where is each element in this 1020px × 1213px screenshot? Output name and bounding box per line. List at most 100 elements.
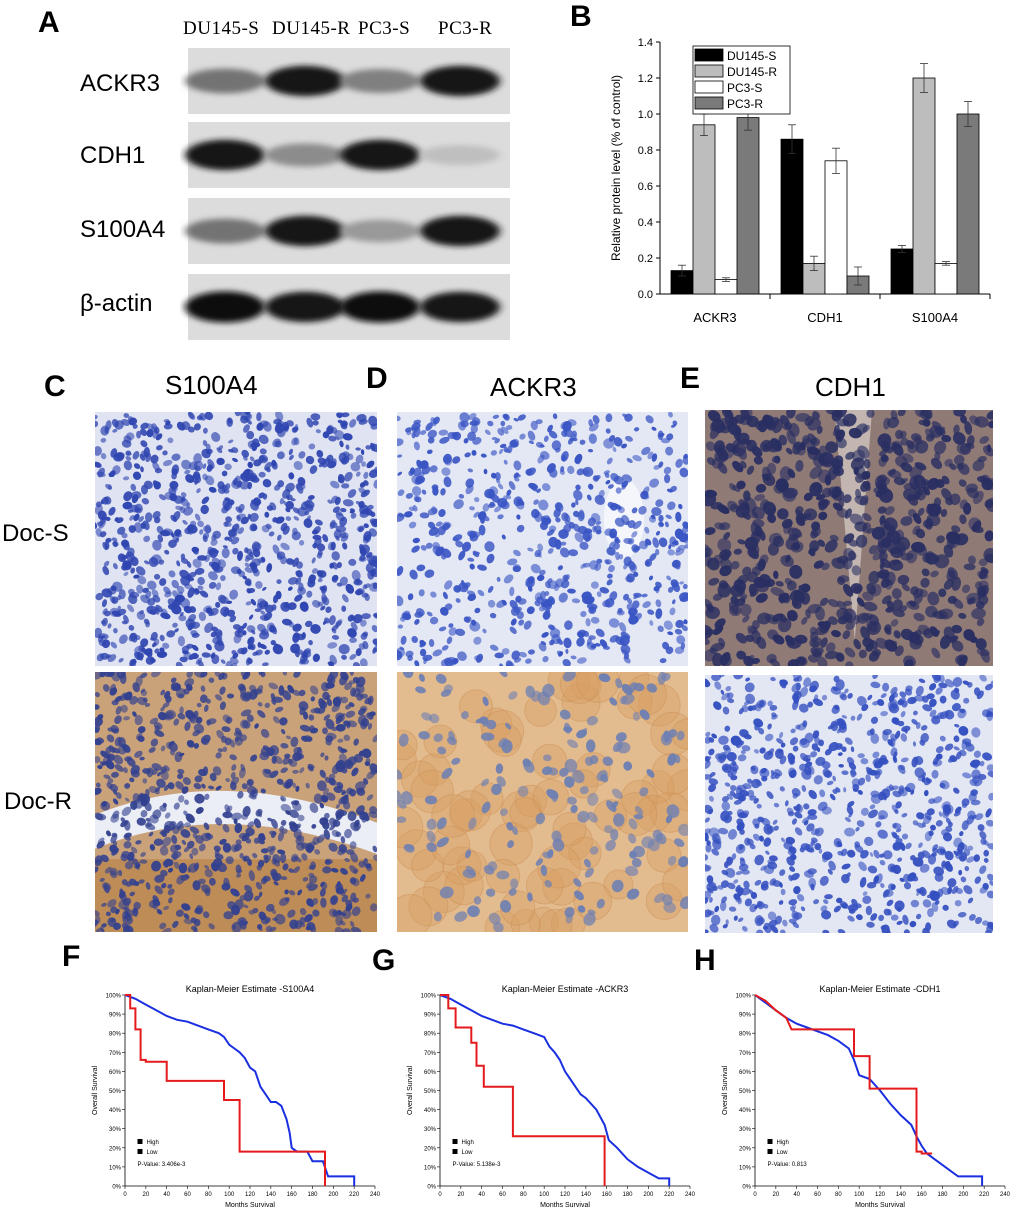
cell-nucleus: [244, 884, 253, 893]
cell-nucleus: [306, 882, 313, 889]
legend-marker: [137, 1138, 143, 1144]
cell-nucleus: [260, 747, 270, 758]
cell-nucleus: [515, 595, 522, 603]
cell-nucleus: [910, 789, 915, 795]
cell-nucleus: [561, 454, 566, 462]
cell-nucleus: [619, 622, 627, 633]
cell-nucleus: [965, 483, 978, 493]
cell-nucleus: [668, 544, 672, 550]
cell-nucleus: [825, 642, 836, 654]
cell-nucleus: [310, 727, 319, 734]
cell-nucleus: [621, 480, 629, 488]
cell-nucleus: [280, 852, 287, 864]
cell-nucleus: [972, 459, 985, 472]
cell-nucleus: [939, 848, 946, 854]
cell-nucleus: [164, 812, 171, 819]
cell-nucleus: [312, 420, 319, 426]
cell-nucleus: [598, 673, 611, 683]
cell-nucleus: [767, 543, 779, 556]
cell-nucleus: [464, 452, 471, 458]
cell-nucleus: [135, 566, 146, 576]
cell-nucleus: [865, 905, 873, 916]
cell-nucleus: [164, 549, 170, 555]
cell-nucleus: [907, 493, 919, 506]
cell-nucleus: [589, 846, 599, 855]
cell-nucleus: [486, 719, 497, 730]
cell-nucleus: [855, 826, 860, 832]
cell-nucleus: [986, 923, 993, 932]
cell-nucleus: [212, 636, 223, 644]
cell-nucleus: [226, 693, 235, 699]
cell-nucleus: [575, 499, 579, 506]
cell-nucleus: [308, 443, 316, 450]
cell-nucleus: [95, 691, 100, 698]
cell-nucleus: [602, 756, 613, 766]
cell-nucleus: [311, 568, 318, 574]
cell-nucleus: [369, 763, 377, 774]
cell-nucleus: [344, 858, 350, 862]
cell-nucleus: [269, 502, 277, 511]
cell-nucleus: [851, 565, 861, 576]
cell-nucleus: [184, 583, 193, 590]
cell-nucleus: [849, 513, 864, 526]
cell-nucleus: [197, 576, 205, 586]
stained-cytoplasm: [666, 769, 688, 812]
cell-nucleus: [803, 803, 810, 810]
cell-nucleus: [482, 515, 490, 522]
cell-nucleus: [986, 764, 993, 771]
cell-nucleus: [299, 724, 311, 732]
cell-nucleus: [123, 841, 132, 849]
cell-nucleus: [197, 555, 208, 561]
x-tick-label: 140: [581, 1192, 592, 1198]
cell-nucleus: [168, 539, 177, 548]
cell-nucleus: [862, 522, 871, 533]
cell-nucleus: [863, 458, 871, 469]
cell-nucleus: [705, 441, 716, 452]
y-tick-label: 30%: [424, 1127, 437, 1133]
cell-nucleus: [105, 516, 111, 522]
cell-nucleus: [331, 627, 337, 634]
cell-nucleus: [135, 732, 143, 740]
cell-nucleus: [538, 605, 547, 612]
cell-nucleus: [806, 847, 815, 853]
cell-nucleus: [953, 787, 960, 794]
cell-nucleus: [345, 710, 356, 718]
cell-nucleus: [567, 465, 575, 475]
cell-nucleus: [328, 435, 337, 442]
cell-nucleus: [863, 601, 878, 612]
cell-nucleus: [305, 782, 310, 789]
cell-nucleus: [493, 921, 504, 932]
cell-nucleus: [332, 910, 338, 917]
cell-nucleus: [196, 488, 201, 494]
cell-nucleus: [705, 774, 712, 780]
cell-nucleus: [358, 750, 366, 757]
cell-nucleus: [506, 821, 514, 831]
cell-nucleus: [595, 521, 602, 525]
cell-nucleus: [820, 905, 828, 912]
cell-nucleus: [271, 755, 277, 764]
cell-nucleus: [206, 698, 211, 704]
cell-nucleus: [890, 747, 898, 757]
cell-nucleus: [277, 534, 282, 541]
cell-nucleus: [112, 465, 121, 475]
cell-nucleus: [151, 672, 161, 678]
cell-nucleus: [924, 551, 937, 565]
cell-nucleus: [872, 700, 880, 706]
cell-nucleus: [837, 928, 846, 933]
cell-nucleus: [298, 689, 306, 697]
cell-nucleus: [787, 752, 794, 761]
cell-nucleus: [229, 615, 237, 623]
cell-nucleus: [658, 432, 665, 437]
cell-nucleus: [769, 704, 778, 711]
cell-nucleus: [867, 694, 873, 701]
panel-letter-a: A: [38, 6, 60, 39]
cell-nucleus: [884, 627, 892, 635]
cell-nucleus: [345, 704, 352, 710]
cell-nucleus: [799, 763, 807, 771]
cell-nucleus: [411, 475, 422, 485]
cell-nucleus: [154, 573, 161, 580]
cell-nucleus: [204, 865, 210, 869]
cell-nucleus: [942, 904, 949, 911]
cell-nucleus: [95, 928, 100, 932]
cell-nucleus: [126, 432, 135, 441]
